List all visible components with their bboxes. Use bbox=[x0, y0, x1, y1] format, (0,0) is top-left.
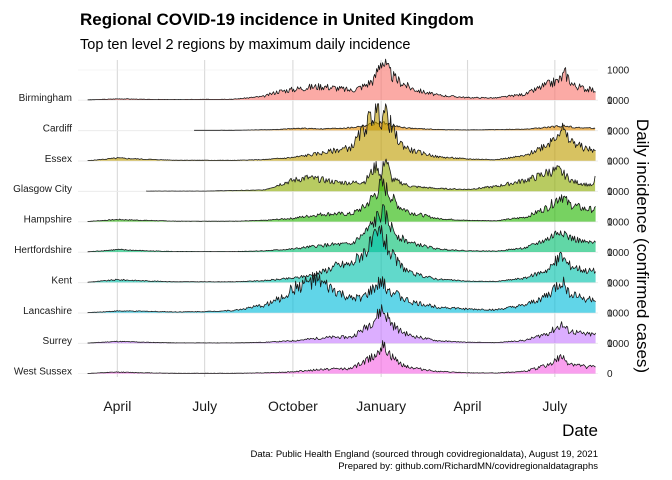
x-tick-label: January bbox=[356, 398, 406, 414]
ridge-line bbox=[87, 340, 596, 374]
ridge-line bbox=[87, 175, 596, 222]
ridge-line bbox=[87, 58, 596, 101]
x-tick-label: July bbox=[542, 398, 567, 414]
caption-source: Data: Public Health England (sourced thr… bbox=[250, 449, 598, 460]
x-ticks: April July October January April July bbox=[103, 398, 567, 414]
x-tick-label: April bbox=[454, 398, 482, 414]
region-label: Hampshire bbox=[24, 215, 73, 226]
y-tick-label: 0 bbox=[607, 369, 613, 380]
y-tick-label: 1000 bbox=[607, 218, 630, 229]
y-tick-label: 0 bbox=[607, 96, 613, 107]
ridge-area bbox=[146, 159, 596, 192]
y-tick-label: 1000 bbox=[607, 157, 630, 168]
y-tick-label: 0 bbox=[607, 156, 613, 167]
y-tick-label: 1000 bbox=[607, 339, 630, 350]
ridge-line bbox=[146, 158, 596, 192]
y-tick-label: 0 bbox=[607, 248, 613, 259]
region-label: Essex bbox=[45, 154, 72, 165]
y-tick-label: 1000 bbox=[607, 66, 630, 77]
region-label: Cardiff bbox=[43, 123, 72, 134]
y-axis-title: Daily incidence (confirmed cases) bbox=[633, 119, 652, 373]
ridge-area bbox=[87, 304, 596, 344]
ridges bbox=[87, 58, 596, 374]
caption-author: Prepared by: github.com/RichardMN/covidr… bbox=[338, 461, 598, 472]
ridge-line bbox=[87, 204, 596, 253]
y-tick-label: 0 bbox=[607, 187, 613, 198]
y-tick-label: 1000 bbox=[607, 309, 630, 320]
y-tick-label: 0 bbox=[607, 278, 613, 289]
y-tick-label: 1000 bbox=[607, 278, 630, 289]
chart-title: Regional COVID-19 incidence in United Ki… bbox=[80, 10, 474, 29]
region-label: Hertfordshire bbox=[14, 245, 72, 256]
ridge-line bbox=[87, 225, 596, 283]
ridge-line bbox=[87, 103, 596, 162]
x-tick-label: October bbox=[268, 398, 318, 414]
ridge-line bbox=[87, 271, 596, 314]
ridge-line bbox=[87, 304, 596, 344]
region-labels: Birmingham Cardiff Essex Glasgow City Hampsh… bbox=[13, 93, 72, 378]
ridge-line bbox=[194, 121, 596, 131]
ridge-area bbox=[87, 225, 596, 283]
x-axis-title: Date bbox=[562, 421, 598, 440]
x-tick-label: April bbox=[103, 398, 131, 414]
ridge-area bbox=[87, 204, 596, 252]
region-label: Kent bbox=[51, 275, 72, 286]
region-label: Lancashire bbox=[23, 306, 72, 317]
y-tick-label: 0 bbox=[607, 126, 613, 137]
y-tick-label: 0 bbox=[607, 308, 613, 319]
ridge-area bbox=[87, 271, 596, 313]
y-tick-label: 1000 bbox=[607, 96, 630, 107]
chart-subtitle: Top ten level 2 regions by maximum daily… bbox=[80, 37, 410, 53]
region-label: Glasgow City bbox=[13, 184, 72, 195]
y-ticks: 0100001000010000100001000010000100001000… bbox=[607, 66, 630, 381]
ridge-area bbox=[87, 340, 596, 374]
x-tick-label: July bbox=[192, 398, 217, 414]
region-label: West Sussex bbox=[14, 367, 72, 378]
y-tick-label: 1000 bbox=[607, 126, 630, 137]
ridge-area bbox=[87, 59, 596, 100]
region-label: Surrey bbox=[43, 336, 72, 347]
y-tick-label: 1000 bbox=[607, 187, 630, 198]
y-tick-label: 0 bbox=[607, 217, 613, 228]
y-tick-label: 0 bbox=[607, 339, 613, 350]
region-label: Birmingham bbox=[19, 93, 72, 104]
y-tick-label: 1000 bbox=[607, 248, 630, 259]
ridge-area bbox=[87, 103, 596, 161]
